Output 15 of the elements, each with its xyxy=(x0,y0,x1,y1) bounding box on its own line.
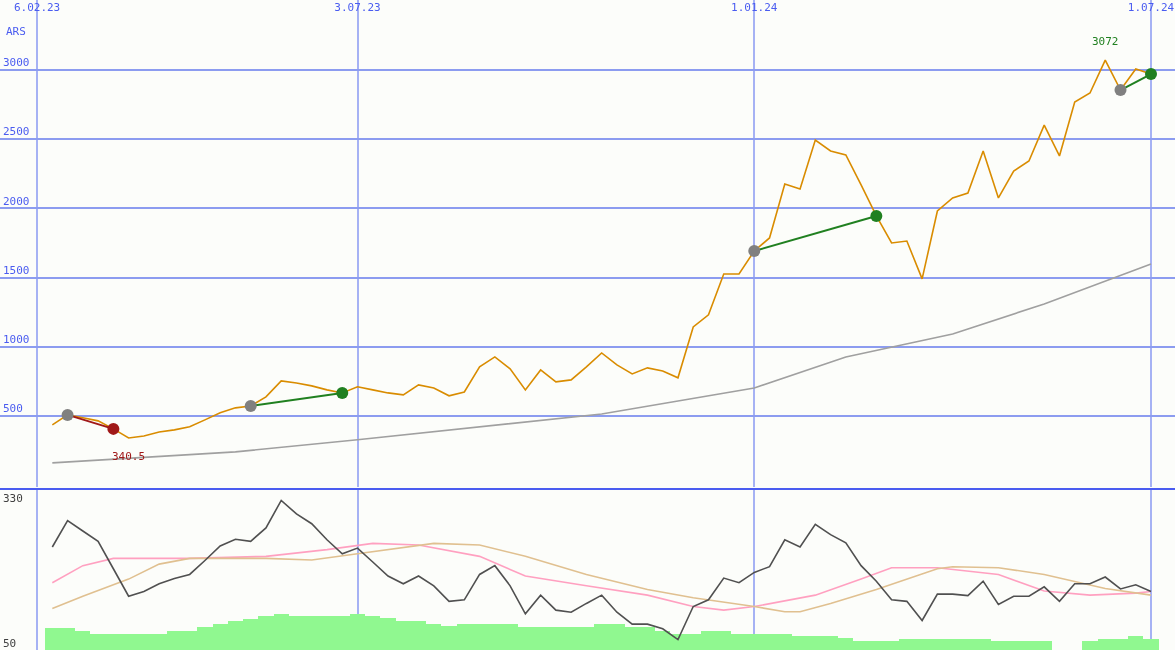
y-tick-label: 3000 xyxy=(3,56,30,70)
x-tick-label: 3.07.23 xyxy=(334,0,381,14)
x-tick-label: 1.01.24 xyxy=(731,0,778,14)
x-tick-label: 6.02.23 xyxy=(13,0,61,14)
x-tick-label: 1.07.24 xyxy=(1127,0,1175,14)
y-axis-title: ARS xyxy=(6,25,26,38)
y-tick-label: 330 xyxy=(3,491,23,505)
y-tick-label: 500 xyxy=(3,402,23,416)
y-tick-label: 2000 xyxy=(3,194,30,208)
y-tick-label: 50 xyxy=(3,636,17,650)
annotation: 3072 xyxy=(1092,35,1119,48)
annotation: 340.5 xyxy=(112,450,146,463)
y-tick-label: 1500 xyxy=(3,263,30,277)
y-tick-label: 1000 xyxy=(3,332,30,346)
y-tick-label: 2500 xyxy=(3,125,30,139)
